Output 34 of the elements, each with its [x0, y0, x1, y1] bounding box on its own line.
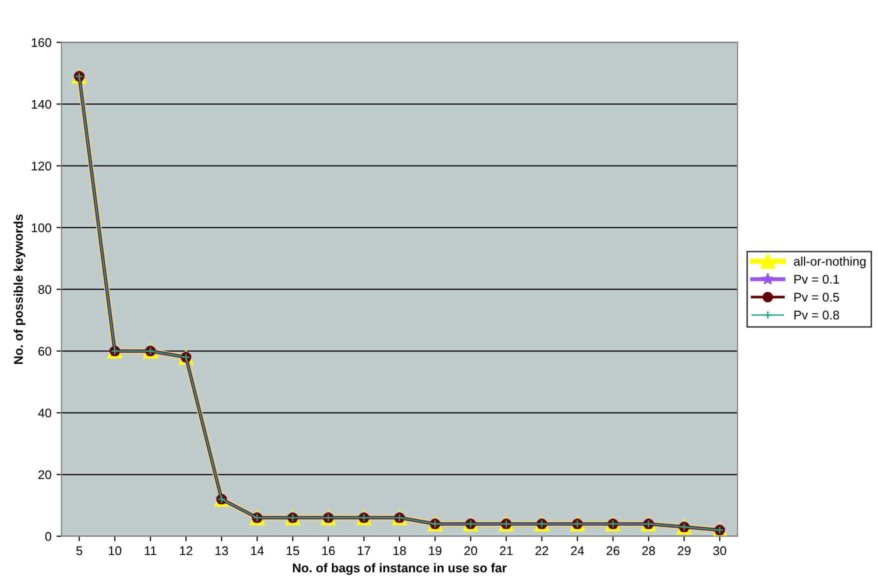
y-tick-label: 0: [45, 532, 52, 541]
y-tick-label: 100: [32, 223, 52, 232]
x-tick-label: 11: [144, 546, 156, 556]
x-tick-label: 16: [322, 546, 335, 556]
x-tick-label: 21: [500, 546, 513, 556]
x-tick-label: 15: [286, 546, 300, 556]
x-tick-label: 26: [606, 546, 620, 556]
y-tick-label: 160: [32, 38, 52, 47]
x-tick-label: 28: [642, 546, 655, 556]
x-tick-label: 20: [464, 546, 478, 556]
y-tick-label: 120: [32, 162, 52, 170]
x-tick-label: 22: [535, 546, 548, 556]
legend-label: all-or-nothing: [794, 256, 866, 268]
y-tick-label: 20: [38, 470, 52, 480]
x-tick-label: 17: [358, 546, 370, 556]
y-tick-label: 140: [32, 100, 52, 109]
legend-label: Pv = 0.1: [794, 274, 839, 284]
y-tick-label: 40: [38, 408, 52, 418]
legend-label: Pv = 0.8: [794, 310, 840, 320]
y-tick-label: 80: [38, 285, 52, 294]
x-tick-label: 29: [678, 546, 691, 556]
y-axis-title: No. of possible keywords: [14, 214, 26, 364]
x-tick-label: 14: [251, 546, 264, 556]
x-tick-label: 18: [393, 546, 406, 556]
x-tick-label: 10: [108, 546, 122, 556]
x-tick-label: 30: [713, 546, 726, 556]
x-tick-label: 12: [180, 546, 192, 556]
x-tick-label: 19: [429, 546, 442, 556]
x-tick-label: 13: [216, 546, 228, 556]
x-axis-title: No. of bags of instance in use so far: [293, 563, 507, 575]
y-tick-label: 60: [38, 346, 52, 356]
x-tick-label: 5: [76, 546, 82, 556]
legend-label: Pv = 0.5: [794, 292, 840, 302]
x-tick-label: 24: [571, 546, 584, 556]
